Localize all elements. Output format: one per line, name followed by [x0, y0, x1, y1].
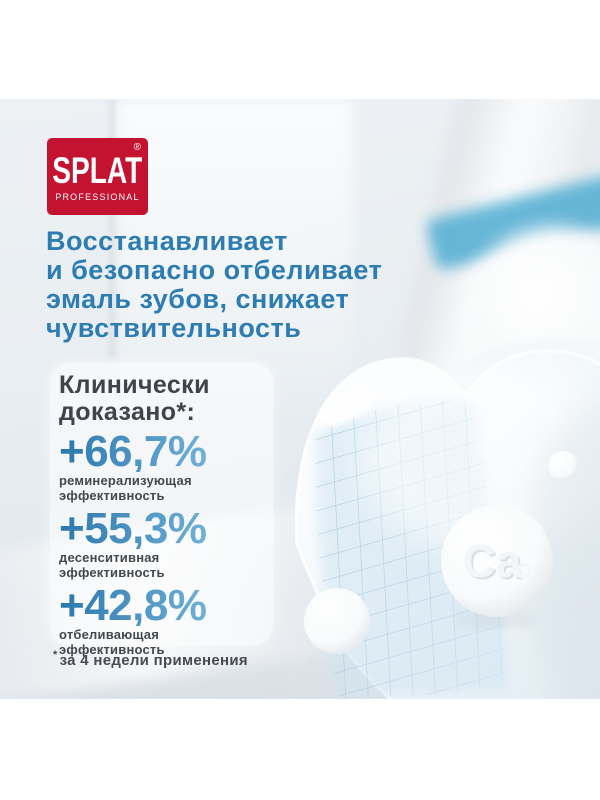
stat-label: реминерализующая эффективность: [59, 473, 273, 503]
stat-label-line: эффективность: [59, 641, 165, 657]
stat-remineralizing: +66,7% реминерализующая эффективность: [59, 427, 273, 503]
stat-label: десенситивная эффективность: [59, 550, 273, 580]
headline-line: Восстанавливает: [46, 226, 288, 256]
footnote: * за 4 недели применения: [53, 649, 248, 669]
footnote-text: за 4 недели применения: [59, 652, 248, 669]
tooth-highlight-small: [319, 388, 375, 426]
mineral-sphere-left: [304, 588, 370, 654]
tooth-illustration: Ca Ca: [294, 339, 600, 699]
claims-title-line: доказано*:: [59, 398, 196, 426]
stat-value: +42,8%: [59, 581, 207, 630]
ca-label-shadow: Ca: [465, 537, 524, 589]
stat-label-line: эффективность: [59, 487, 165, 503]
stat-label-line: эффективность: [59, 564, 165, 580]
headline: Восстанавливает и безопасно отбеливает э…: [46, 227, 382, 343]
registered-trademark: ®: [133, 142, 141, 153]
bathroom-photo-background: Ca Ca: [0, 99, 600, 699]
claims-title-line: Клинически: [59, 371, 210, 399]
claims-card: Клинически доказано*: +66,7% реминерализ…: [50, 363, 273, 656]
stat-value: +55,3%: [59, 504, 207, 553]
brand-subtitle: PROFESSIONAL: [55, 191, 140, 202]
splat-logo: ® SPLAT PROFESSIONAL: [47, 138, 148, 215]
headline-line: и безопасно отбеливает: [46, 255, 383, 285]
ca-molecule-ring: [516, 563, 532, 579]
ca-embossed-label: Ca: [463, 535, 522, 587]
headline-line: чувствительность: [46, 313, 302, 343]
stat-label-line: отбеливающая: [59, 627, 159, 642]
claims-title: Клинически доказано*:: [59, 372, 273, 426]
tooth-right-shade: [528, 399, 600, 699]
stat-label-line: реминерализующая: [59, 473, 192, 488]
stat-label-line: десенситивная: [59, 550, 160, 565]
footnote-asterisk: *: [53, 649, 58, 661]
stat-value: +66,7%: [59, 427, 207, 476]
mineral-sphere-small: [548, 451, 578, 481]
calcium-sphere-shadow: [455, 610, 539, 628]
headline-line: эмаль зубов, снижает: [46, 284, 350, 314]
background-panel-line: [110, 99, 114, 359]
stat-label: отбеливающая эффективность: [59, 627, 273, 657]
stat-desensitizing: +55,3% десенситивная эффективность: [59, 504, 273, 580]
calcium-sphere: [441, 505, 553, 617]
stat-whitening: +42,8% отбеливающая эффективность: [59, 581, 273, 657]
brand-name: SPLAT: [52, 149, 143, 191]
